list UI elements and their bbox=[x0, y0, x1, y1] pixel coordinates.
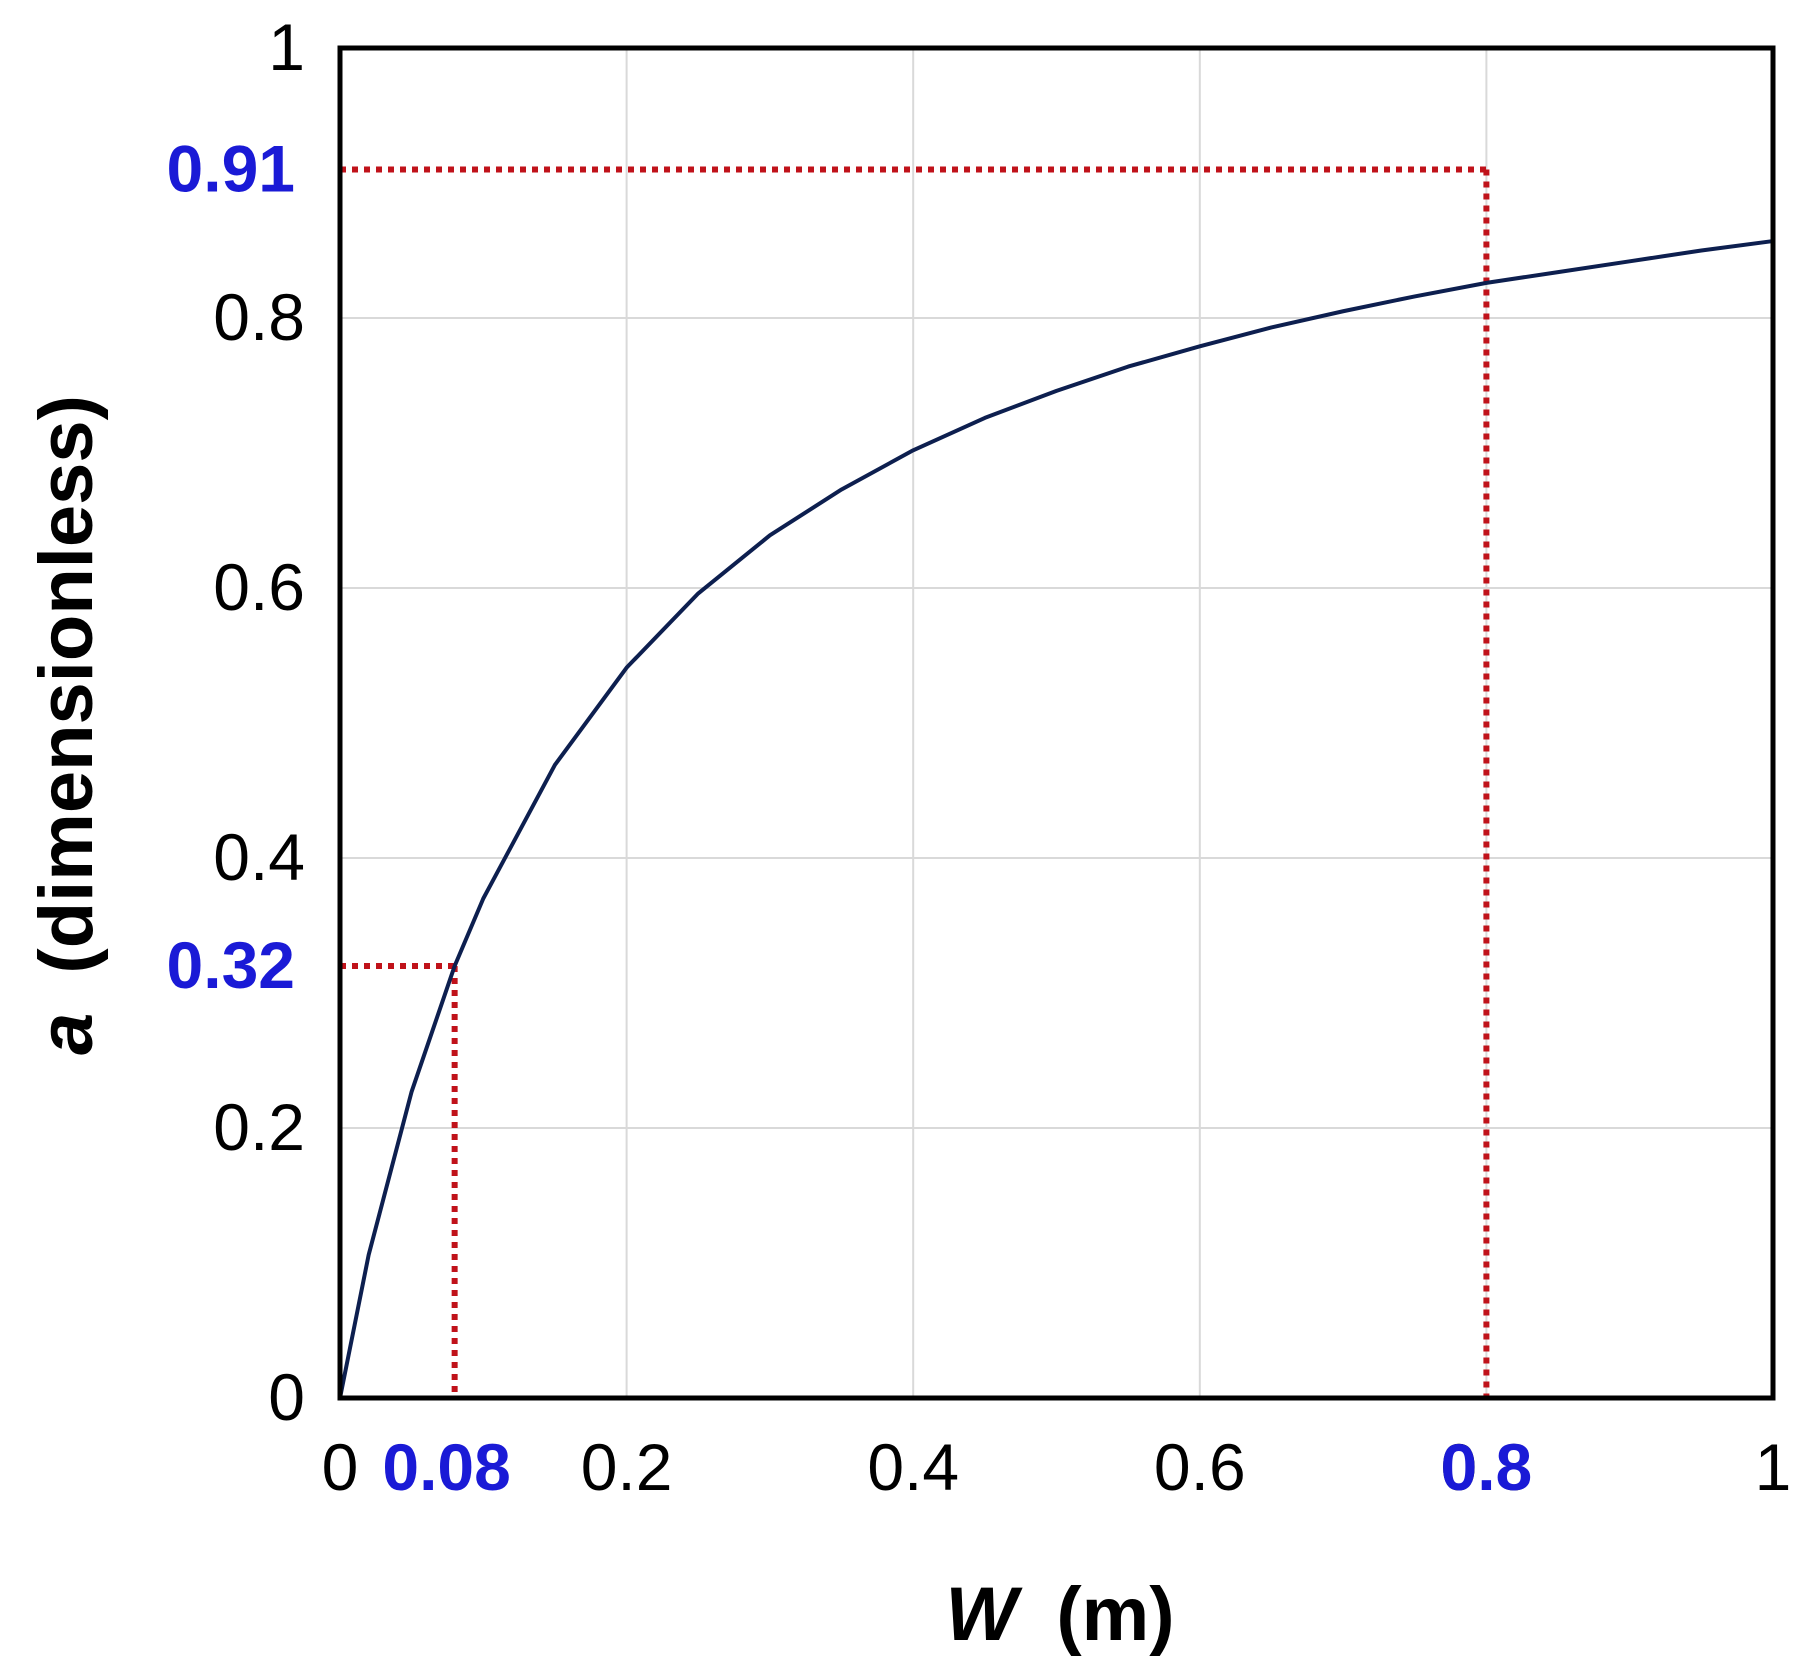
x-tick-labels: 0 0.2 0.4 0.6 0.8 10.08 0.8 bbox=[322, 1430, 1792, 1504]
x-axis-title: W (m) bbox=[945, 1572, 1174, 1657]
x-axis-unit: (m) bbox=[1056, 1572, 1174, 1657]
y-tick-label-5: 1 bbox=[268, 10, 305, 84]
y-tick-label-2: 0.4 bbox=[213, 820, 305, 894]
x-axis-variable: W bbox=[945, 1572, 1023, 1657]
y-tick-labels: 0 0.2 0.4 0.6 0.8 1 0.32 0.91 bbox=[167, 10, 305, 1434]
y-axis-variable: a bbox=[24, 1013, 109, 1055]
plot-frame bbox=[337, 45, 1776, 1401]
series-layer bbox=[338, 239, 1775, 1400]
y-tick-label-0: 0 bbox=[268, 1360, 305, 1434]
series-line-0 bbox=[338, 239, 1775, 1400]
highlight-y-label-1: 0.91 bbox=[167, 132, 295, 206]
x-tick-label-0: 0 bbox=[322, 1430, 359, 1504]
x-tick-label-2: 0.4 bbox=[867, 1430, 959, 1504]
highlight-guides bbox=[340, 166, 1490, 1398]
highlight-y-label-0: 0.32 bbox=[167, 928, 295, 1002]
x-tick-label-5: 1 bbox=[1755, 1430, 1792, 1504]
x-tick-label-3: 0.6 bbox=[1154, 1430, 1246, 1504]
plot-frame-rect bbox=[337, 45, 1776, 1401]
y-axis-title: a (dimensionless) bbox=[24, 395, 109, 1055]
y-tick-label-3: 0.6 bbox=[213, 550, 305, 624]
x-tick-label-4: 0.8 bbox=[1441, 1430, 1533, 1504]
grid-lines bbox=[340, 48, 1773, 1398]
highlight-x-label-1: 0.8 bbox=[1441, 1430, 1533, 1504]
highlight-x-label-0: 0.08 bbox=[382, 1430, 510, 1504]
x-tick-label-1: 0.2 bbox=[581, 1430, 673, 1504]
y-axis-unit: (dimensionless) bbox=[24, 395, 109, 974]
y-tick-label-1: 0.2 bbox=[213, 1090, 305, 1164]
y-tick-label-4: 0.8 bbox=[213, 280, 305, 354]
